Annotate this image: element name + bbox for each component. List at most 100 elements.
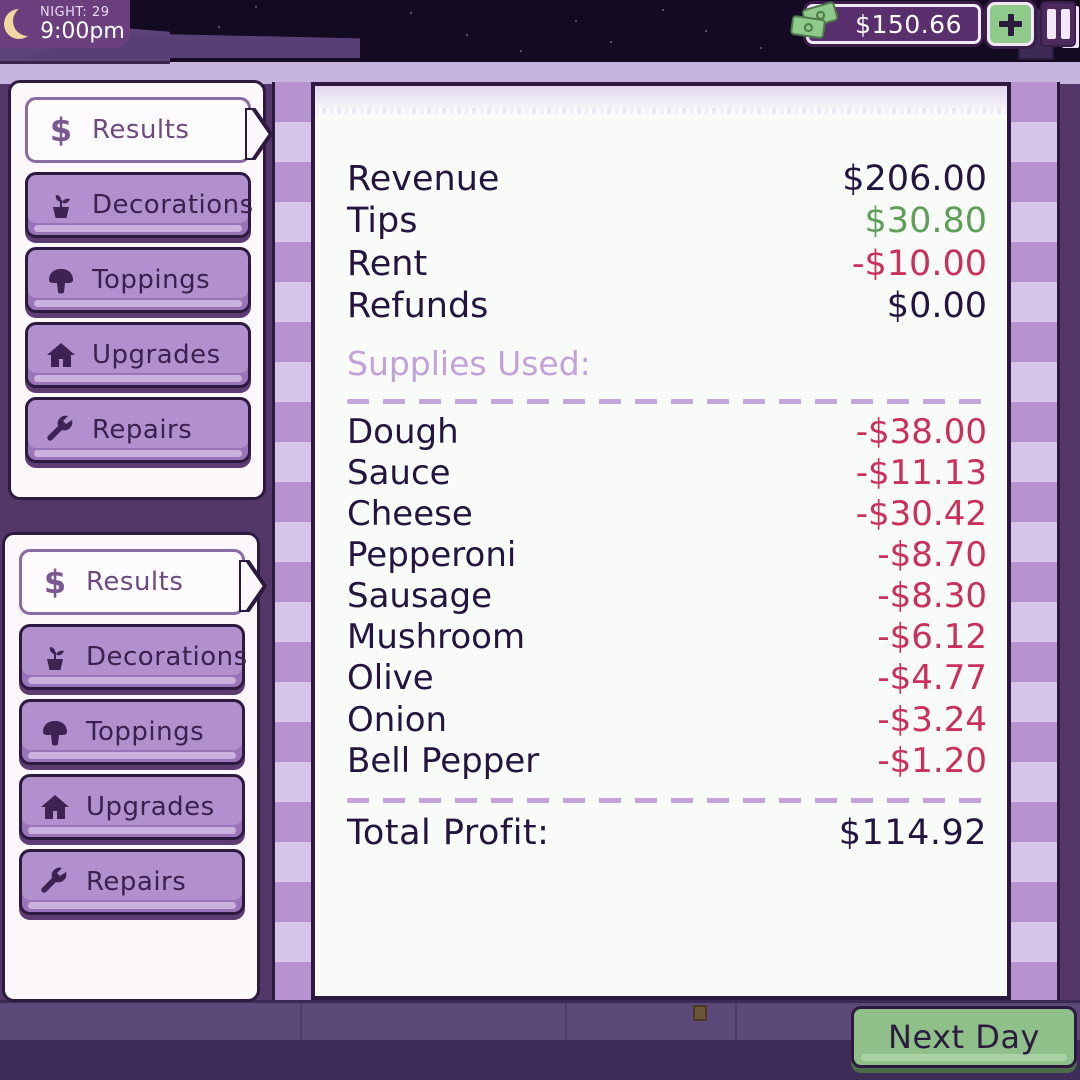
results-receipt-panel: Revenue $206.00 Tips $30.80 Rent -$10.00 Refun…: [311, 82, 1011, 1000]
next-day-button[interactable]: Next Day: [851, 1006, 1077, 1068]
receipt-row: Pepperoni -$8.70: [347, 535, 987, 576]
sidebar-item-repairs[interactable]: Repairs: [19, 849, 245, 915]
sidebar-item-label: Decorations: [86, 642, 248, 672]
sidebar-item-decorations[interactable]: Decorations: [25, 172, 254, 238]
supplies-section-title: Supplies Used:: [347, 344, 591, 384]
receipt-row-value: -$8.70: [877, 535, 987, 575]
star: [466, 34, 468, 36]
sidebar-item-label: Repairs: [86, 867, 187, 897]
sidewalk-seam: [735, 1003, 737, 1040]
receipt-row-value: -$3.24: [877, 699, 987, 740]
clock-time: 9:00pm: [40, 18, 125, 44]
star: [520, 50, 522, 52]
receipt-row-label: Dough: [347, 411, 459, 452]
potted-plant-icon: [38, 640, 72, 674]
sidebar-item-label: Results: [92, 115, 190, 145]
sidebar-item-repairs[interactable]: Repairs: [25, 397, 251, 463]
dollar-icon: $: [43, 563, 67, 601]
receipt-row-label: Sausage: [347, 576, 493, 617]
sidebar-item-results[interactable]: $ Results: [19, 549, 268, 615]
receipt-row-label: Mushroom: [347, 617, 526, 658]
potted-plant-icon: [44, 188, 78, 222]
night-counter-label: NIGHT: 29: [40, 4, 110, 20]
supplies-rows: Dough -$38.00 Sauce -$11.13 Cheese -$30.42 Pep…: [347, 412, 987, 782]
sidebar-item-label: Toppings: [92, 265, 211, 295]
receipt-paper-edge: [315, 86, 1007, 114]
pause-button[interactable]: [1040, 1, 1076, 47]
wall-trim-band: [0, 62, 1080, 84]
sidebar-item-label: Upgrades: [92, 340, 221, 370]
sidebar-item-decorations[interactable]: Decorations: [19, 624, 248, 690]
star: [662, 9, 664, 11]
sidebar-item-toppings[interactable]: Toppings: [25, 247, 251, 313]
wrench-icon: [44, 413, 78, 447]
receipt-row: Olive -$4.77: [347, 658, 987, 699]
cash-bills-icon: [789, 0, 840, 43]
top-right-hud: $150.66: [789, 0, 1080, 48]
mushroom-icon: [38, 715, 72, 749]
active-tab-pointer-icon: [245, 108, 275, 160]
receipt-row-label: Cheese: [347, 493, 473, 534]
receipt-row-value: -$30.42: [855, 493, 987, 534]
receipt-row-value: -$8.30: [877, 576, 987, 617]
sidewalk-seam: [300, 1003, 302, 1040]
receipt-row-label: Bell Pepper: [347, 740, 540, 781]
next-day-label: Next Day: [888, 1018, 1040, 1056]
sidebar-item-upgrades[interactable]: Upgrades: [19, 774, 245, 840]
receipt-row-value: -$38.00: [855, 411, 987, 452]
receipt-row: Sauce -$11.13: [347, 453, 987, 494]
receipt-row: Revenue $206.00: [347, 158, 987, 200]
receipt-row: Rent -$10.00: [347, 243, 987, 285]
crescent-moon-icon: [4, 6, 43, 39]
total-profit-row: Total Profit: $114.92: [347, 813, 987, 853]
receipt-row: Sausage -$8.30: [347, 576, 987, 617]
divider-bottom: [347, 797, 987, 803]
star: [575, 20, 577, 22]
receipt-row-value: $206.00: [842, 159, 987, 199]
receipt-row: Dough -$38.00: [347, 412, 987, 453]
sidebar-menu-bottom: $ Results Decorations Toppings Upgrades Repai…: [2, 532, 268, 1002]
dollar-icon: $: [49, 111, 73, 149]
sidebar-menu-top: $ Results Decorations Toppings Upgrades Repai…: [8, 80, 274, 500]
house-icon: [38, 790, 72, 824]
receipt-row: Mushroom -$6.12: [347, 617, 987, 658]
sidewalk-bolt: [693, 1005, 707, 1021]
receipt-row-value: -$10.00: [851, 243, 987, 284]
add-money-button[interactable]: [987, 2, 1034, 46]
receipt-row-label: Rent: [347, 243, 428, 284]
receipt-row: Onion -$3.24: [347, 700, 987, 741]
divider-top: [347, 398, 987, 404]
receipt-row: Bell Pepper -$1.20: [347, 741, 987, 782]
night-clock-hud: NIGHT: 29 9:00pm: [0, 0, 130, 48]
sidewalk-seam: [565, 1003, 567, 1040]
receipt-row-label: Refunds: [347, 286, 489, 327]
sidebar-item-label: Upgrades: [86, 792, 215, 822]
star: [255, 6, 257, 8]
receipt-row-label: Pepperoni: [347, 535, 517, 575]
wrench-icon: [38, 865, 72, 899]
total-profit-value: $114.92: [838, 812, 987, 853]
sidebar-item-toppings[interactable]: Toppings: [19, 699, 245, 765]
receipt-row-value: $30.80: [864, 201, 987, 242]
receipt-row-label: Sauce: [347, 452, 451, 493]
star: [610, 41, 612, 43]
receipt-row-value: -$6.12: [877, 617, 987, 658]
star: [218, 26, 220, 28]
sidebar-item-upgrades[interactable]: Upgrades: [25, 322, 251, 388]
sidebar-item-label: Repairs: [92, 415, 193, 445]
star: [410, 12, 412, 14]
sidebar-item-label: Toppings: [86, 717, 205, 747]
total-profit-label: Total Profit:: [347, 812, 550, 853]
money-amount: $150.66: [855, 9, 962, 39]
sidebar-item-results[interactable]: $ Results: [25, 97, 274, 163]
checker-strip-left: [272, 82, 318, 1000]
active-tab-pointer-icon: [239, 560, 269, 612]
summary-rows: Revenue $206.00 Tips $30.80 Rent -$10.00 Refun…: [347, 158, 987, 327]
house-icon: [44, 338, 78, 372]
receipt-row-label: Onion: [347, 699, 448, 740]
star: [760, 47, 762, 49]
money-display: $150.66: [789, 0, 981, 44]
sidebar-item-label: Decorations: [92, 190, 254, 220]
receipt-row-label: Tips: [347, 201, 418, 242]
mushroom-icon: [44, 263, 78, 297]
